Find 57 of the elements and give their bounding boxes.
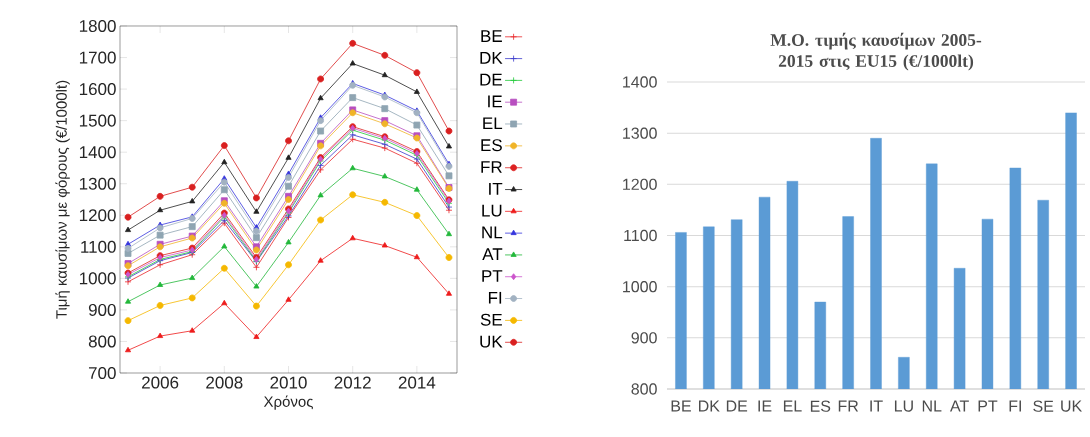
legend-label: PT	[482, 270, 503, 282]
x-tick-label: BE	[671, 400, 691, 412]
x-tick-label: IT	[870, 400, 883, 412]
y-tick-label: 1100	[624, 229, 657, 242]
x-tick-label: LU	[894, 400, 913, 412]
y-tick-label: 1400	[79, 146, 116, 159]
legend-label: IT	[489, 182, 503, 195]
y-tick-label: 1600	[79, 83, 116, 96]
legend-label: UK	[480, 335, 503, 348]
y-axis-title: Τιμή καυσίμων με φόρους (€/1000lt)	[55, 80, 70, 319]
x-tick-label: 2014	[398, 376, 436, 389]
legend-label: FI	[488, 291, 502, 304]
y-tick-label: 900	[88, 303, 116, 316]
legend-label: ES	[481, 139, 502, 152]
legend-label: BE	[481, 30, 502, 42]
y-tick-label: 1200	[623, 178, 657, 190]
x-tick-label: IE	[758, 400, 772, 412]
legend-label: EL	[483, 117, 503, 130]
y-tick-label: 1800	[79, 19, 116, 33]
x-tick-label: UK	[1061, 400, 1083, 412]
x-axis-title: Χρόνος	[263, 395, 314, 410]
chart-title: Μ.Ο. τιμής καυσίμων 2005-2015 στις EU15 (€/1000lt)	[770, 32, 982, 71]
y-tick-label: 900	[631, 332, 657, 344]
y-tick-label: 700	[88, 366, 116, 380]
x-tick-label: FR	[838, 400, 859, 412]
legend-label: SE	[480, 313, 502, 326]
legend-label: IE	[488, 95, 502, 108]
x-tick-label: DE	[726, 400, 748, 412]
y-tick-label: 1000	[79, 272, 116, 285]
y-tick-label: 1500	[79, 114, 116, 127]
x-tick-label: AT	[950, 400, 969, 412]
y-tick-label: 1100	[81, 240, 116, 253]
legend-label: AT	[482, 248, 503, 261]
x-tick-label: EL	[783, 400, 802, 412]
y-tick-label: 800	[631, 383, 657, 395]
legend-label: FR	[481, 161, 502, 173]
x-tick-label: 2010	[270, 376, 307, 389]
legend-label: DK	[480, 51, 503, 64]
x-tick-label: 2012	[334, 376, 371, 389]
legend-label: NL	[482, 226, 503, 239]
y-tick-label: 1700	[79, 51, 116, 64]
y-tick-label: 1000	[623, 281, 657, 293]
y-tick-label: 800	[88, 335, 116, 348]
y-tick-label: 1200	[79, 209, 116, 222]
x-tick-label: PT	[978, 400, 998, 412]
x-tick-label: SE	[1033, 400, 1054, 412]
legend-label: DE	[480, 73, 502, 86]
x-tick-label: FI	[1009, 400, 1021, 412]
x-tick-label: NL	[922, 400, 942, 412]
x-tick-label: 2006	[142, 376, 179, 389]
y-tick-label: 1400	[623, 76, 657, 88]
legend-label: LU	[482, 204, 502, 217]
y-tick-label: 1300	[623, 127, 657, 139]
x-tick-label: DK	[699, 400, 720, 412]
x-tick-label: 2008	[206, 376, 243, 389]
x-tick-label: ES	[810, 400, 831, 412]
y-tick-label: 1300	[79, 177, 116, 190]
